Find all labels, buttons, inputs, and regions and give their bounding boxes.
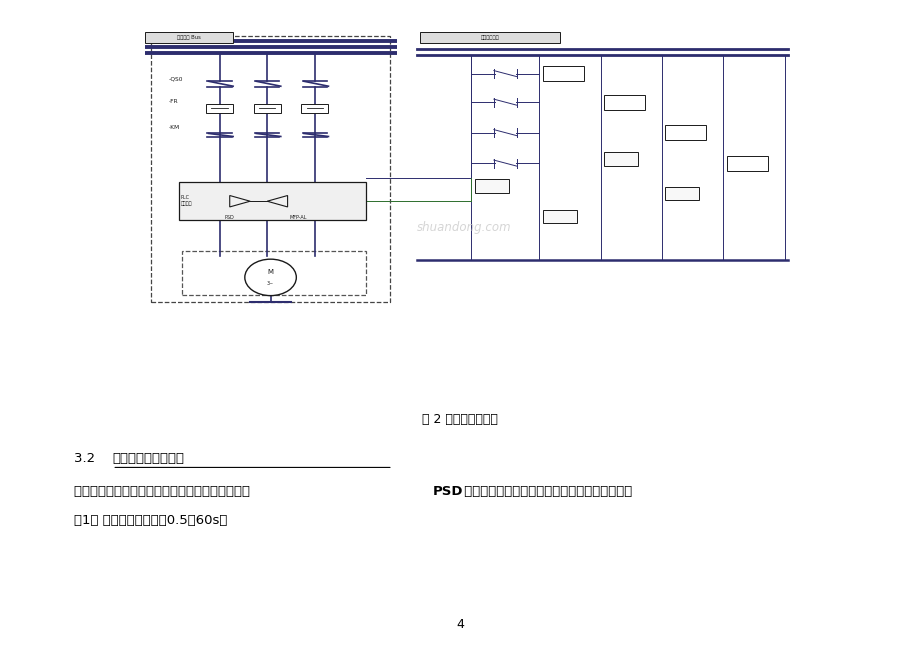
Text: 软起动器上电后，需对其有关参数进行设定。对于: 软起动器上电后，需对其有关参数进行设定。对于 [74,485,254,498]
Bar [420,32,560,43]
Bar [144,32,233,43]
Text: 软启动器: 软启动器 [180,201,192,206]
Text: PSD: PSD [224,215,234,221]
Text: 4: 4 [456,618,463,631]
Text: M: M [267,269,273,275]
Text: -QS0: -QS0 [168,76,183,81]
Bar [254,104,280,113]
Bar [206,104,233,113]
Bar [124,26,804,407]
Bar [604,152,638,166]
Circle shape [244,259,296,296]
Bar [542,210,576,223]
Bar [664,125,706,141]
Bar [301,104,328,113]
Text: 3.2: 3.2 [74,452,99,465]
Text: shuandong.com: shuandong.com [417,221,511,234]
Text: -KM: -KM [168,125,179,130]
Bar [182,251,366,294]
Text: 控制回路电源: 控制回路电源 [481,35,499,40]
Bar [474,179,508,193]
Text: 型软起动器来说，主要参数及其设定范围如下：: 型软起动器来说，主要参数及其设定范围如下： [460,485,631,498]
Bar [542,66,584,81]
Text: PLC: PLC [180,195,189,200]
Text: （1） 起动时升压时间：0.5～60s。: （1） 起动时升压时间：0.5～60s。 [74,514,227,527]
Text: -FR: -FR [168,100,178,104]
Text: 电源进线 Bus: 电源进线 Bus [176,35,200,40]
Text: 图 2 控制回路原理图: 图 2 控制回路原理图 [422,413,497,426]
Bar [726,156,766,171]
Text: 软起动器的参数设置: 软起动器的参数设置 [112,452,184,465]
Bar [178,182,366,220]
Bar [152,36,390,302]
Text: PSD: PSD [432,485,462,498]
Text: MFP-AL: MFP-AL [289,215,306,221]
Text: 3~: 3~ [267,281,274,286]
Bar [604,94,644,110]
Bar [664,187,698,201]
